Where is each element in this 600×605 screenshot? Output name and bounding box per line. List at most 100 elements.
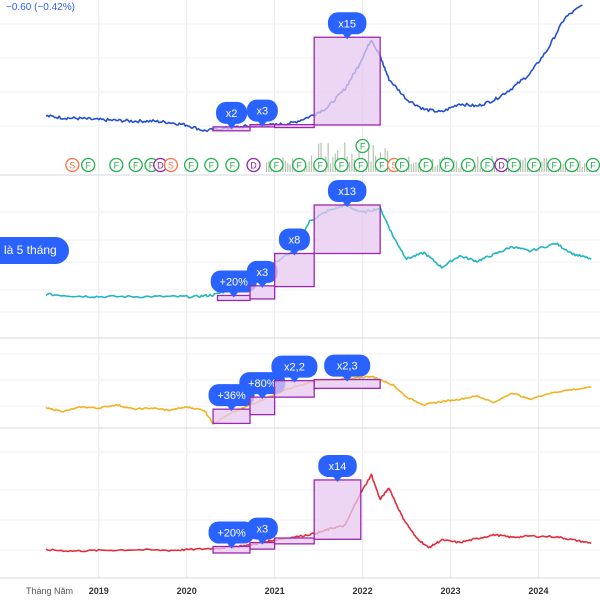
event-marker [355, 138, 370, 154]
annotation-label: +20% [220, 276, 249, 288]
annotation-bubble [210, 270, 257, 293]
annotation-bubble [239, 372, 286, 395]
event-marker [81, 157, 96, 173]
event-marker [564, 157, 580, 173]
event-marker [183, 157, 199, 173]
event-marker [394, 157, 410, 173]
annotation-box [249, 396, 276, 416]
volume-bar [455, 161, 457, 172]
annotation-box [313, 204, 381, 255]
volume-bar [320, 142, 322, 172]
event-marker [460, 157, 476, 173]
event-marker-label: F [133, 161, 139, 171]
volume-bar [265, 162, 268, 172]
annotation-bubble [246, 260, 278, 283]
annotation-bubble-tail [342, 375, 353, 382]
volume-bar [479, 167, 481, 172]
event-marker-label: F [85, 161, 91, 171]
volume-bar [527, 165, 529, 172]
volume-bar [541, 161, 543, 172]
event-marker-label: F [360, 142, 366, 152]
volume-bar [318, 143, 320, 172]
event-marker-label: F [444, 161, 450, 171]
volume-bar [522, 160, 524, 172]
annotation-label: x3 [257, 106, 269, 118]
event-marker-label: F [569, 161, 575, 171]
volume-bar [586, 166, 588, 172]
annotation-label: x2 [226, 108, 238, 120]
event-marker-label: F [590, 161, 596, 171]
annotation-bubble-tail [226, 122, 237, 129]
volume-bar [524, 157, 526, 172]
volume-bar [413, 162, 415, 172]
annotation-label: x8 [289, 235, 301, 247]
annotation-bubble [278, 228, 310, 251]
annotation-label: +20% [217, 527, 246, 539]
x-axis-tick-label: 2019 [89, 586, 109, 596]
annotation-bubble-tail [257, 538, 268, 545]
annotation-bubble [271, 355, 318, 378]
event-marker-label: F [358, 161, 364, 171]
event-marker-label: S [69, 161, 75, 171]
event-marker-label: F [485, 161, 491, 171]
volume-bar [579, 160, 581, 172]
event-marker-label: F [297, 161, 303, 171]
event-marker [334, 157, 349, 173]
volume-bar [308, 161, 310, 172]
event-marker-label: F [339, 161, 345, 171]
annotation-label: +80% [248, 378, 277, 390]
x-axis-tick-label: 2021 [265, 586, 285, 596]
event-marker [439, 157, 455, 173]
event-marker-label: F [230, 161, 236, 171]
volume-bar [310, 155, 313, 172]
volume-bar [327, 143, 329, 172]
volume-bar [581, 166, 583, 172]
volume-bar [289, 164, 291, 172]
x-axis-tick-label: 2020 [177, 586, 197, 596]
annotation-label: x13 [338, 186, 356, 198]
annotation-bubble-tail [289, 376, 300, 383]
annotation-label: x2,2 [284, 362, 305, 374]
annotation-bubble-tail [257, 393, 268, 400]
annotation-box [313, 479, 362, 540]
x-axis: Tháng Năm 2019 2020 2021 2022 2023 2024 [26, 586, 548, 596]
event-marker-label: D [157, 161, 164, 171]
volume-bar [458, 167, 460, 172]
event-marker-label: S [168, 161, 174, 171]
volume-bar [439, 158, 441, 172]
annotation-box [273, 380, 315, 398]
volume-bar [436, 164, 438, 172]
event-marker-label: F [188, 161, 194, 171]
annotation-bubble-tail [226, 542, 237, 549]
annotation-label: x15 [338, 18, 356, 30]
event-marker [585, 157, 600, 173]
annotation-bubble [246, 99, 278, 122]
annotation-label: x2,3 [337, 361, 358, 373]
annotation-bubble-tail [228, 291, 239, 298]
volume-bar [284, 160, 287, 172]
volume-bar [538, 167, 541, 172]
x-axis-tick-label: 2024 [528, 586, 548, 596]
event-marker-label: F [149, 161, 155, 171]
event-marker-label: F [379, 161, 385, 171]
volume-bar [546, 157, 548, 172]
event-marker [109, 157, 124, 173]
annotation-box [313, 36, 381, 126]
annotation-bubble-tail [226, 405, 237, 412]
event-marker-label: F [209, 161, 215, 171]
annotation-box [212, 408, 251, 425]
event-marker [506, 157, 521, 173]
volume-bar [474, 164, 476, 172]
volume-bar [560, 167, 562, 172]
volume-bar [417, 162, 419, 172]
event-marker-label: F [511, 161, 517, 171]
annotation-label: x14 [329, 461, 347, 473]
annotation-bubble-tail [342, 33, 353, 40]
volume-bar [329, 163, 332, 172]
volume-bar [415, 162, 417, 172]
annotation-bubble [324, 354, 371, 377]
volume-bar [306, 166, 308, 172]
event-marker [128, 157, 143, 173]
